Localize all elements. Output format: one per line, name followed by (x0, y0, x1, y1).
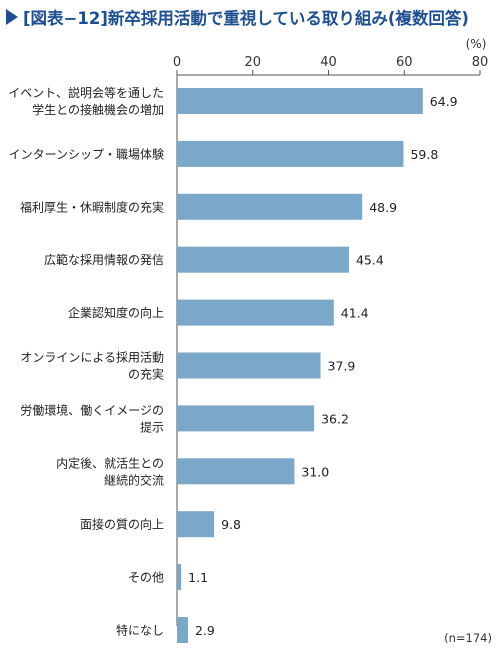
value-label-5: 37.9 (328, 359, 356, 374)
category-label-0-line-1: 学生との接触機会の増加 (32, 102, 164, 117)
value-label-4: 41.4 (341, 306, 369, 321)
category-label-10: 特になし (116, 623, 164, 638)
bar-2 (177, 193, 363, 220)
category-label-5-line-0: オンラインによる採用活動 (20, 351, 164, 365)
category-label-2: 福利厚生・休暇制度の充実 (20, 199, 164, 214)
bar-9 (177, 564, 182, 591)
x-tick-label-0: 0 (173, 55, 181, 70)
bar-10 (177, 617, 188, 643)
value-label-3: 45.4 (356, 253, 384, 268)
bar-1 (177, 140, 404, 167)
value-label-10: 2.9 (195, 623, 215, 638)
bar-8 (177, 511, 215, 538)
category-label-7-line-1: 継続的交流 (104, 472, 164, 487)
value-label-2: 48.9 (369, 200, 397, 215)
title-triangle-icon (6, 9, 18, 25)
category-label-9: その他 (128, 571, 164, 585)
x-tick-label-2: 40 (320, 55, 337, 70)
x-tick-label-3: 60 (396, 55, 413, 70)
chart-title-text: [図表−12]新卒採用活動で重視している取り組み(複数回答) (23, 9, 469, 28)
category-label-4: 企業認知度の向上 (68, 305, 164, 320)
value-label-9: 1.1 (188, 570, 208, 585)
value-label-0: 64.9 (430, 94, 458, 109)
bar-6 (177, 405, 315, 432)
category-label-8: 面接の質の向上 (80, 517, 164, 532)
category-label-7-line-0: 内定後、就活生との (56, 455, 164, 470)
bar-4 (177, 299, 334, 326)
x-tick-label-4: 80 (472, 55, 489, 70)
category-label-1: インターンシップ・職場体験 (9, 146, 164, 161)
category-label-6-line-0: 労働環境、働くイメージの (20, 402, 164, 417)
value-label-7: 31.0 (301, 464, 329, 479)
sample-size-note: (n=174) (444, 631, 492, 645)
chart-title: [図表−12]新卒採用活動で重視している取り組み(複数回答) (6, 4, 496, 30)
category-label-6-line-1: 提示 (140, 419, 164, 434)
bar-7 (177, 458, 295, 485)
bar-3 (177, 246, 349, 273)
bar-5 (177, 352, 321, 379)
category-label-5-line-1: の充実 (128, 367, 164, 382)
value-label-8: 9.8 (221, 517, 241, 532)
category-label-0-line-0: イベント、説明会等を通した (8, 85, 164, 100)
category-label-3: 広範な採用情報の発信 (44, 252, 164, 267)
x-tick-label-1: 20 (244, 55, 261, 70)
value-label-6: 36.2 (321, 411, 349, 426)
bar-0 (177, 88, 423, 114)
unit-label: (%) (466, 37, 487, 51)
value-label-1: 59.8 (410, 147, 438, 162)
